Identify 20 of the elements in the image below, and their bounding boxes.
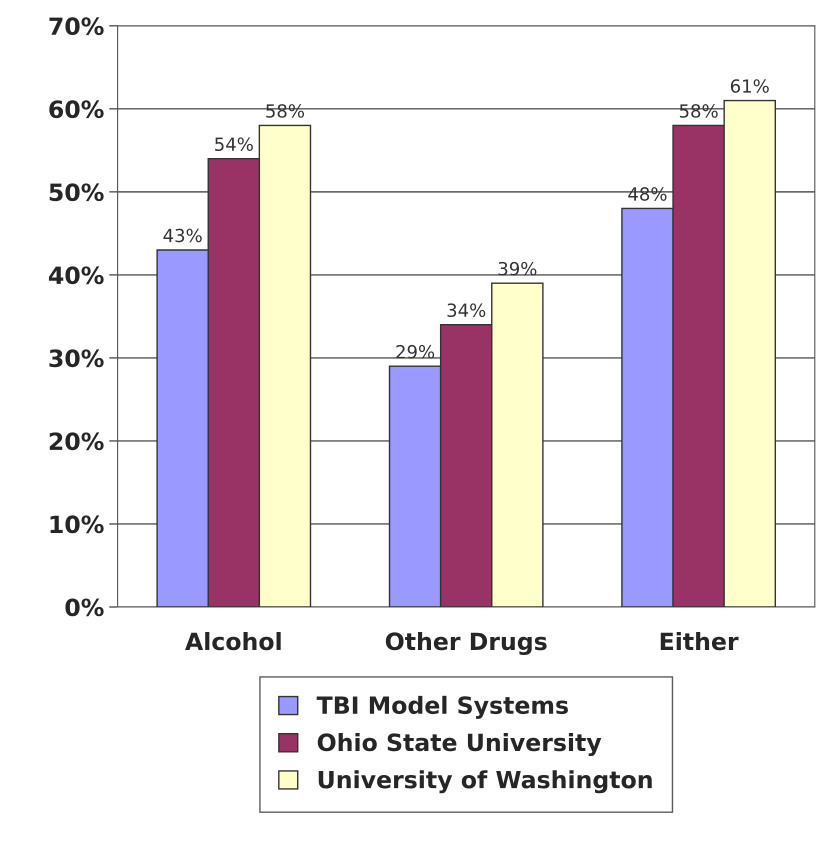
data-label: 61% <box>730 79 769 93</box>
data-label: 54% <box>215 137 253 152</box>
legend-label: Ohio State University <box>318 733 602 756</box>
data-label: 43% <box>163 228 202 242</box>
y-tick-label: 10% <box>50 515 104 534</box>
y-tick-label: 40% <box>48 266 104 284</box>
legend-label: TBI Model Systems <box>316 696 568 719</box>
y-tick-label: 30% <box>49 349 104 368</box>
y-tick-label: 0% <box>65 598 104 616</box>
data-label: 34% <box>448 303 486 318</box>
x-tick-label: Either <box>660 632 739 650</box>
x-tick-label: Alcohol <box>185 632 281 650</box>
data-label: 29% <box>396 344 434 359</box>
data-label: 39% <box>498 262 536 276</box>
y-tick-label: 60% <box>49 100 104 118</box>
x-tick-label: Other Drugs <box>386 632 547 656</box>
y-tick-label: 70% <box>49 17 104 36</box>
y-tick-label: 50% <box>50 183 104 202</box>
legend-label: University of Washington <box>318 770 652 794</box>
y-tick-label: 20% <box>50 432 104 450</box>
